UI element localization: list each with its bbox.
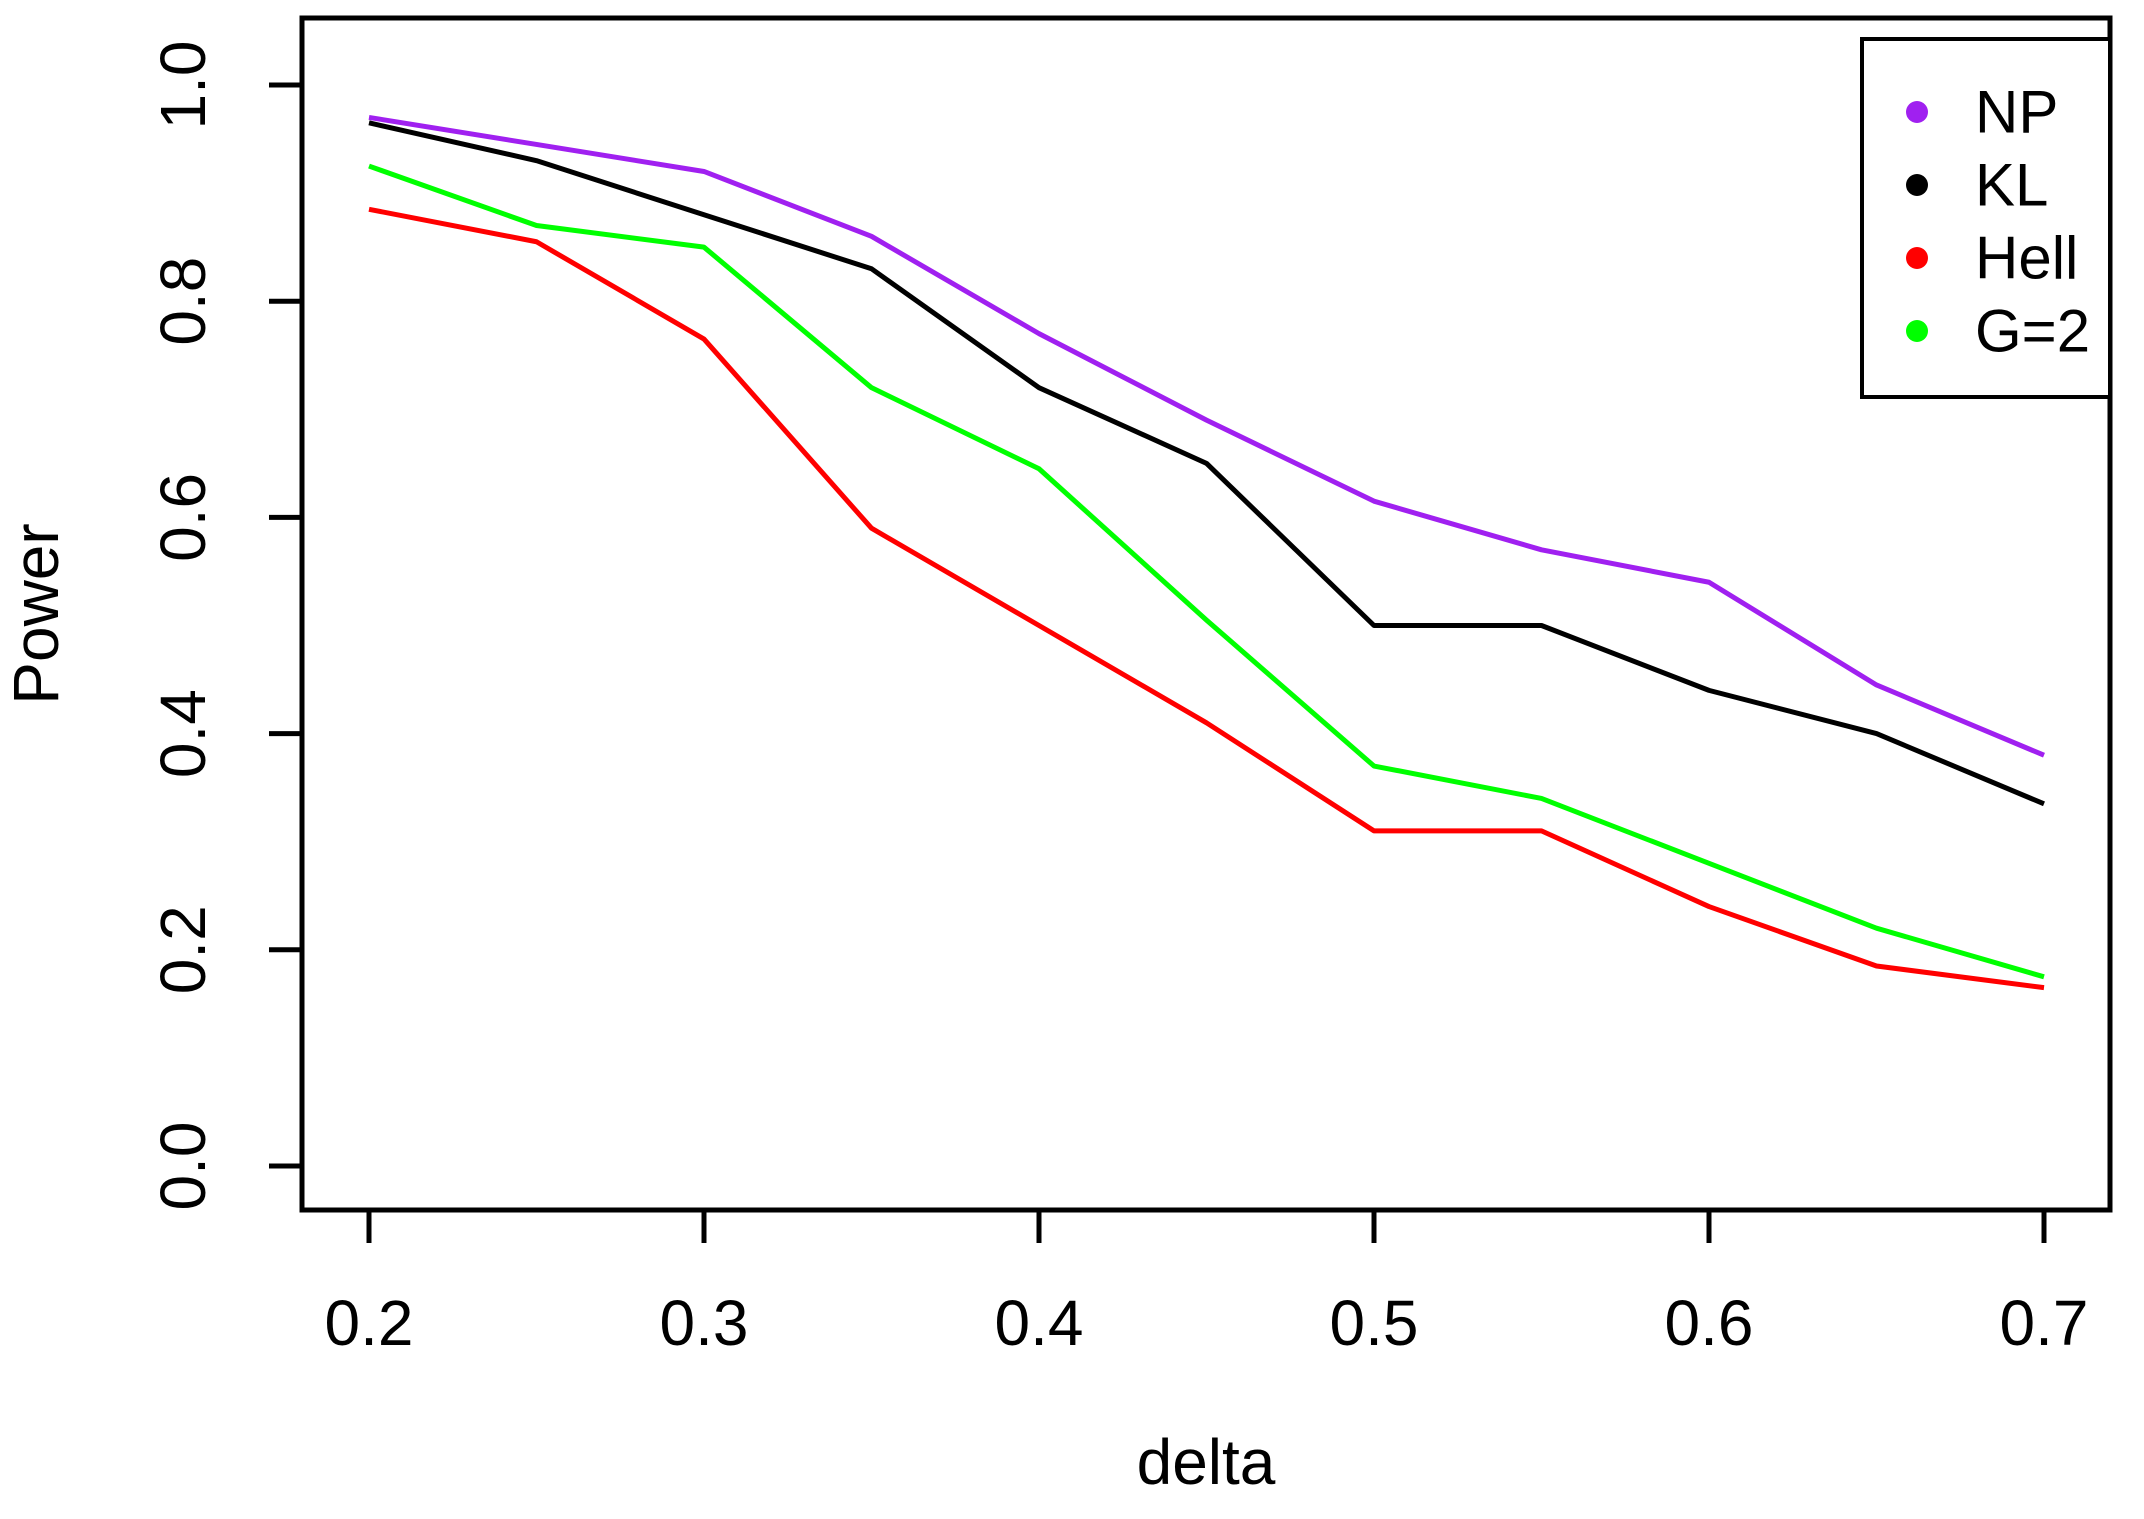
legend-marker-KL (1906, 174, 1928, 196)
series-line-G2 (368, 163, 2045, 980)
x-tick-label: 0.7 (2000, 1287, 2089, 1359)
x-tick-label: 0.2 (325, 1287, 414, 1359)
y-tick-label: 0.4 (147, 689, 219, 778)
series-line-NP (368, 114, 2045, 758)
x-tick-label: 0.4 (995, 1287, 1084, 1359)
x-axis-title: delta (1137, 1426, 1276, 1498)
legend-label-KL: KL (1975, 152, 2048, 219)
legend-marker-G2 (1906, 320, 1928, 342)
plot-area-border (299, 15, 2113, 1213)
legend-label-Hell: Hell (1975, 225, 2078, 292)
legend-label-NP: NP (1975, 79, 2058, 146)
legend-marker-Hell (1906, 247, 1928, 269)
y-axis-ticks: 0.0 0.2 0.4 0.6 0.8 1.0 (147, 41, 302, 1211)
series-lines (368, 114, 2045, 991)
x-tick-label: 0.3 (660, 1287, 749, 1359)
y-tick-label: 0.2 (147, 905, 219, 994)
x-tick-label: 0.5 (1330, 1287, 1419, 1359)
series-line-KL (368, 120, 2045, 807)
y-tick-label: 0.0 (147, 1122, 219, 1211)
legend-marker-NP (1906, 101, 1928, 123)
y-tick-label: 0.8 (147, 257, 219, 346)
y-tick-label: 0.6 (147, 473, 219, 562)
legend-label-G2: G=2 (1975, 298, 2090, 365)
legend-border (1860, 37, 2112, 399)
y-tick-label: 1.0 (147, 41, 219, 130)
x-axis-ticks: 0.2 0.3 0.4 0.5 0.6 0.7 (325, 1210, 2089, 1359)
series-line-Hell (368, 206, 2045, 991)
y-axis-title: Power (0, 523, 72, 704)
x-tick-label: 0.6 (1665, 1287, 1754, 1359)
